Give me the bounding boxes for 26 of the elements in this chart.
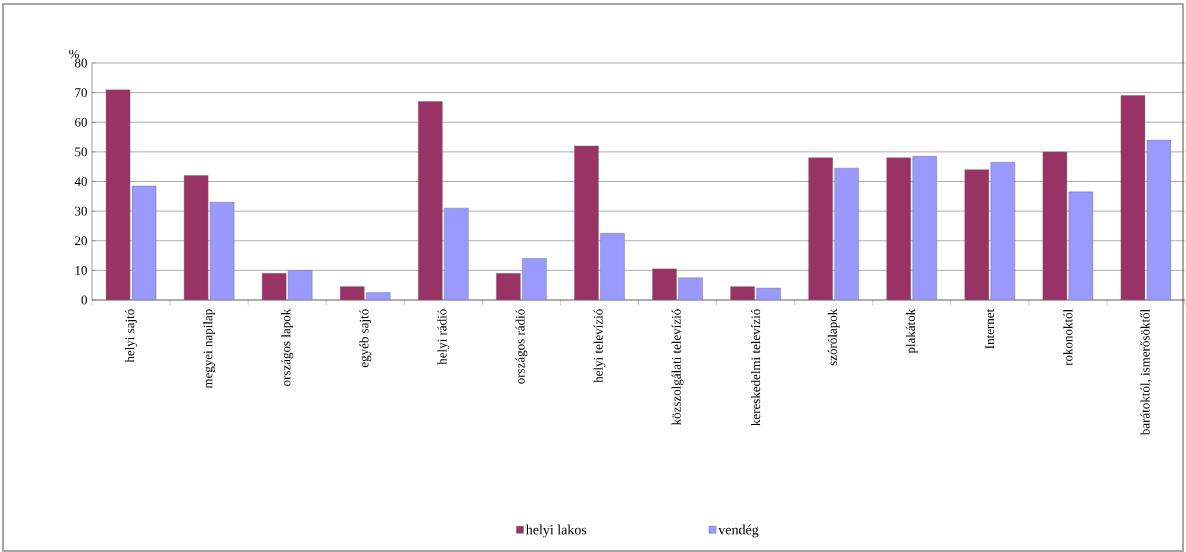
x-tick-label: plakátok [905,308,918,354]
x-tick-label: szórólapok [827,308,840,366]
x-tick-label: országos rádió [515,309,528,384]
x-tick-label: helyi sajtó [125,309,137,363]
x-tick-label: rokonoktól [1063,309,1073,366]
x-tick-label: helyi rádió [437,309,450,365]
x-tick-label: Internet [985,308,995,349]
y-tick-label: 60 [75,117,87,127]
x-tick-label: országos lapok [281,308,294,386]
x-tick-label: helyi televízió [593,309,606,383]
y-tick-label: 30 [75,206,87,216]
x-tick-label: kereskedelmi televízió [751,309,761,426]
x-tick-label: közszolgálati televízió [671,309,684,426]
y-tick-label: 0 [81,295,87,305]
x-tick-label: egyéb sajtó [359,309,372,368]
legend-label: helyi lakos [525,524,587,538]
y-axis-title: % [69,49,80,59]
y-tick-label: 20 [75,236,87,246]
y-tick-label: 50 [75,147,87,157]
x-tick-label: barátoktól, ismerősöktől [1140,309,1152,436]
y-tick-label: 10 [75,265,87,275]
y-tick-label: 40 [74,177,87,186]
x-tick-label: megyei napilap [203,309,216,389]
legend-label: vendég [718,524,759,538]
y-tick-label: 80 [74,58,87,68]
y-tick-label: 70 [75,88,87,98]
